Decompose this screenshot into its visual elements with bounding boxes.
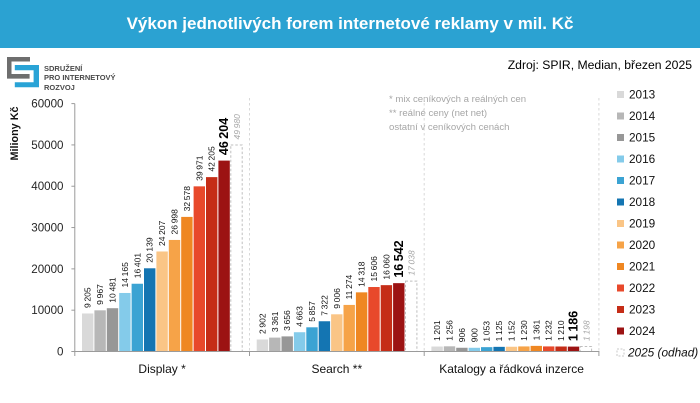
svg-text:2013: 2013 <box>629 88 656 102</box>
svg-text:1 186: 1 186 <box>567 311 581 341</box>
svg-text:20000: 20000 <box>31 263 63 276</box>
svg-text:1 210: 1 210 <box>556 320 566 341</box>
svg-text:2023: 2023 <box>629 303 656 317</box>
svg-text:9 006: 9 006 <box>332 288 342 309</box>
svg-text:Miliony Kč: Miliony Kč <box>9 107 21 161</box>
svg-text:2017: 2017 <box>629 174 655 188</box>
svg-text:2014: 2014 <box>629 109 656 123</box>
svg-text:46 204: 46 204 <box>217 118 231 155</box>
svg-text:16 401: 16 401 <box>132 253 142 279</box>
svg-text:Display *: Display * <box>138 362 186 376</box>
svg-text:4 663: 4 663 <box>295 306 305 327</box>
svg-text:2015: 2015 <box>629 131 656 145</box>
svg-text:32 578: 32 578 <box>182 186 192 212</box>
svg-text:9 205: 9 205 <box>83 287 93 308</box>
svg-text:7 322: 7 322 <box>319 295 329 316</box>
svg-text:Search **: Search ** <box>311 362 362 376</box>
svg-text:14 318: 14 318 <box>357 261 367 287</box>
svg-text:49 980: 49 980 <box>232 114 242 140</box>
svg-text:1 125: 1 125 <box>494 320 504 341</box>
svg-text:50000: 50000 <box>31 139 63 152</box>
svg-text:2020: 2020 <box>629 238 656 252</box>
svg-text:1 230: 1 230 <box>519 320 529 341</box>
svg-text:2019: 2019 <box>629 217 655 231</box>
svg-text:1 201: 1 201 <box>432 320 442 341</box>
svg-text:42 205: 42 205 <box>207 146 217 172</box>
svg-text:16 542: 16 542 <box>392 240 406 277</box>
svg-text:20 139: 20 139 <box>145 237 155 263</box>
svg-text:0: 0 <box>57 346 63 359</box>
svg-text:26 998: 26 998 <box>170 209 180 235</box>
svg-text:2021: 2021 <box>629 260 655 274</box>
svg-text:11 274: 11 274 <box>344 274 354 299</box>
svg-text:1 053: 1 053 <box>482 321 492 342</box>
svg-text:2018: 2018 <box>629 195 656 209</box>
svg-text:15 606: 15 606 <box>369 256 379 282</box>
svg-text:1 232: 1 232 <box>544 320 554 341</box>
svg-text:1 198: 1 198 <box>581 320 591 341</box>
svg-text:906: 906 <box>457 328 467 342</box>
svg-text:60000: 60000 <box>31 98 63 111</box>
svg-text:17 038: 17 038 <box>407 250 417 276</box>
svg-text:Katalogy a řádková inzerce: Katalogy a řádková inzerce <box>439 362 584 376</box>
svg-text:1 256: 1 256 <box>445 320 455 341</box>
svg-text:1 152: 1 152 <box>507 320 517 341</box>
svg-text:900: 900 <box>469 328 479 342</box>
svg-text:2024: 2024 <box>629 324 656 338</box>
svg-text:30000: 30000 <box>31 222 63 235</box>
svg-text:3 656: 3 656 <box>282 310 292 331</box>
svg-text:24 207: 24 207 <box>157 220 167 246</box>
svg-text:1 361: 1 361 <box>531 319 541 340</box>
svg-text:39 971: 39 971 <box>194 155 204 181</box>
svg-text:2016: 2016 <box>629 152 656 166</box>
svg-text:2022: 2022 <box>629 281 655 295</box>
svg-text:10 481: 10 481 <box>108 277 118 303</box>
svg-text:3 361: 3 361 <box>270 311 280 332</box>
svg-text:16 060: 16 060 <box>381 254 391 280</box>
svg-text:5 857: 5 857 <box>307 301 317 322</box>
svg-text:2025 (odhad): 2025 (odhad) <box>627 346 698 360</box>
svg-text:40000: 40000 <box>31 180 63 193</box>
svg-text:10000: 10000 <box>31 304 63 317</box>
svg-text:14 165: 14 165 <box>120 262 130 288</box>
svg-text:9 967: 9 967 <box>95 284 105 305</box>
svg-text:2 902: 2 902 <box>257 313 267 334</box>
